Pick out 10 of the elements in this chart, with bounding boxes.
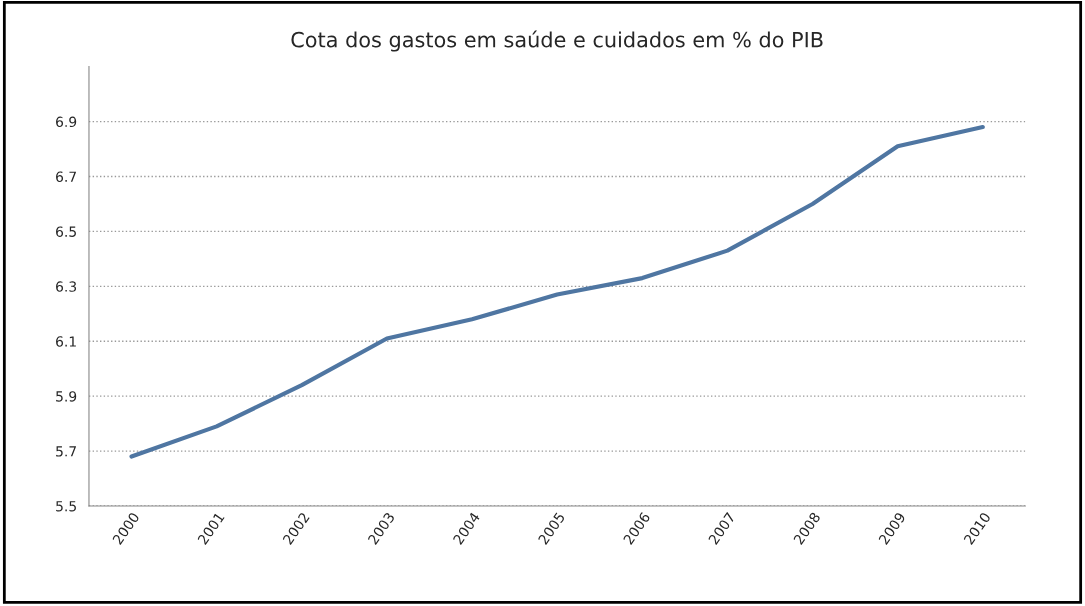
y-tick-label: 6.9 [56, 116, 77, 128]
y-tick-label: 6.7 [56, 171, 76, 182]
y-tick-label: 5.5 [56, 501, 76, 512]
y-tick-label: 5.7 [56, 446, 76, 457]
y-tick-label: 6.3 [56, 281, 77, 292]
line-series [129, 124, 985, 459]
y-tick-label: 6.5 [56, 226, 76, 237]
y-tick-label: 6.1 [56, 336, 76, 347]
y-tick-label: 5.9 [56, 391, 77, 402]
chart-title: Cota dos gastos em saúde e cuidados em % do PIB [291, 30, 823, 52]
